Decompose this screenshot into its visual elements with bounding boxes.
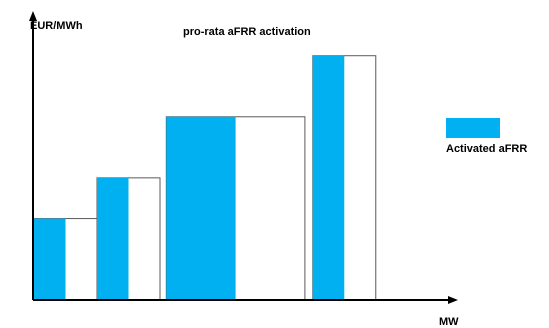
activated-bar-1 bbox=[34, 218, 66, 300]
y-axis-arrow bbox=[29, 11, 37, 21]
x-axis-label: MW bbox=[439, 316, 459, 328]
diagram-title: pro-rata aFRR activation bbox=[183, 26, 311, 38]
legend-label: Activated aFRR bbox=[446, 143, 528, 155]
legend-swatch bbox=[446, 118, 500, 138]
activated-bar-2 bbox=[97, 177, 129, 300]
y-axis-label: EUR/MWh bbox=[30, 20, 83, 32]
axes bbox=[29, 11, 458, 304]
bid-steps bbox=[33, 55, 377, 301]
activated-bar-3 bbox=[166, 116, 236, 301]
activated-bar-4 bbox=[312, 55, 345, 300]
x-axis-arrow bbox=[448, 296, 458, 304]
